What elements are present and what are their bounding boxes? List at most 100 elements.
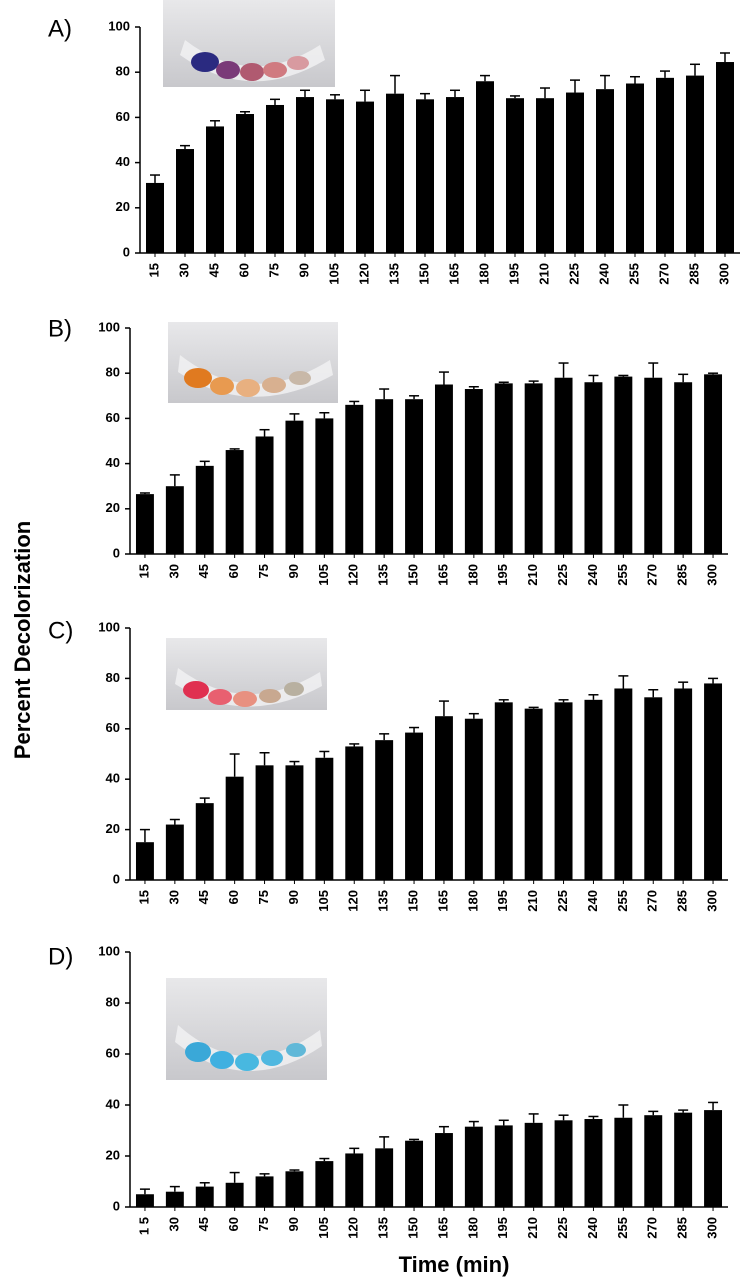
y-tick-label: 80 — [106, 670, 120, 685]
bar — [686, 75, 704, 253]
x-tick-label: 255 — [615, 890, 630, 912]
bar — [674, 382, 693, 554]
bar — [375, 740, 394, 880]
bar — [296, 97, 314, 253]
x-tick-label: 150 — [405, 890, 420, 912]
x-tick-label: 225 — [555, 564, 570, 586]
bar — [494, 702, 513, 880]
bar — [566, 92, 584, 253]
bar — [464, 1126, 483, 1207]
bar — [644, 697, 663, 880]
x-tick-label: 195 — [495, 564, 510, 586]
y-tick-label: 80 — [116, 64, 130, 79]
x-tick-label: 285 — [675, 890, 690, 912]
bar — [285, 765, 304, 880]
y-tick-label: 20 — [106, 1147, 120, 1162]
x-tick-label: 150 — [416, 263, 431, 285]
bar — [206, 126, 224, 253]
y-tick-label: 0 — [113, 871, 120, 886]
x-tick-label: 60 — [226, 890, 241, 904]
x-tick-label: 75 — [256, 1217, 271, 1231]
bar — [386, 93, 404, 253]
x-tick-label: 180 — [465, 1217, 480, 1239]
bar — [135, 494, 154, 554]
y-tick-label: 60 — [106, 410, 120, 425]
x-tick-label: 135 — [386, 263, 401, 285]
x-tick-label: 15 — [136, 890, 151, 904]
x-tick-label: 240 — [585, 564, 600, 586]
bar — [464, 389, 483, 554]
x-tick-label: 45 — [196, 890, 211, 904]
y-tick-label: 20 — [116, 199, 130, 214]
bar — [255, 436, 274, 554]
bar — [236, 114, 254, 253]
x-tick-label: 45 — [196, 564, 211, 578]
x-tick-label: 30 — [166, 564, 181, 578]
bar — [434, 1133, 453, 1207]
bar — [524, 1122, 543, 1207]
bar — [375, 399, 394, 554]
y-tick-label: 60 — [106, 720, 120, 735]
x-tick-label: 15 — [136, 564, 151, 578]
x-tick-label: 105 — [326, 263, 341, 285]
x-tick-label: 135 — [376, 1217, 391, 1239]
bar — [315, 757, 334, 880]
bar — [165, 1191, 184, 1207]
y-axis-label: Percent Decolorization — [10, 521, 35, 759]
x-tick-label: 210 — [525, 1217, 540, 1239]
x-tick-label: 105 — [316, 890, 331, 912]
x-tick-label: 195 — [495, 890, 510, 912]
x-tick-label: 285 — [675, 1217, 690, 1239]
x-tick-label: 180 — [476, 263, 491, 285]
x-tick-label: 240 — [596, 263, 611, 285]
bar — [195, 1186, 214, 1207]
x-tick-label: 210 — [536, 263, 551, 285]
x-tick-label: 270 — [645, 1217, 660, 1239]
x-axis-label: Time (min) — [399, 1252, 510, 1277]
bar — [554, 702, 573, 880]
bar — [704, 683, 723, 880]
x-tick-label: 90 — [286, 890, 301, 904]
x-tick-label: 165 — [435, 1217, 450, 1239]
bar — [596, 89, 614, 254]
bar — [345, 1153, 364, 1207]
x-tick-label: 60 — [226, 564, 241, 578]
x-tick-label: 60 — [236, 263, 251, 277]
x-tick-label: 75 — [266, 263, 281, 277]
bar — [674, 1112, 693, 1207]
bar — [434, 384, 453, 554]
x-tick-label: 150 — [405, 564, 420, 586]
x-tick-label: 120 — [346, 564, 361, 586]
bar — [584, 699, 603, 880]
photo-d — [166, 978, 327, 1080]
x-tick-label: 255 — [615, 564, 630, 586]
x-tick-label: 270 — [656, 263, 671, 285]
x-tick-label: 270 — [645, 890, 660, 912]
x-tick-label: 225 — [566, 263, 581, 285]
x-tick-label: 255 — [626, 263, 641, 285]
y-tick-label: 100 — [98, 943, 120, 958]
bar — [536, 98, 554, 253]
x-tick-label: 120 — [356, 263, 371, 285]
bar — [626, 83, 644, 253]
bar — [135, 842, 154, 880]
x-tick-label: 210 — [525, 890, 540, 912]
x-tick-label: 240 — [585, 1217, 600, 1239]
bar — [644, 1115, 663, 1207]
y-tick-label: 100 — [108, 18, 130, 33]
bar — [494, 383, 513, 554]
x-tick-label: 285 — [686, 263, 701, 285]
x-tick-label: 45 — [196, 1217, 211, 1231]
bar — [195, 803, 214, 880]
x-tick-label: 195 — [506, 263, 521, 285]
bar — [315, 1161, 334, 1207]
x-tick-label: 300 — [704, 564, 719, 586]
bar — [494, 1125, 513, 1207]
bar — [315, 418, 334, 554]
bar — [614, 376, 633, 554]
bar — [446, 97, 464, 253]
y-tick-label: 100 — [98, 319, 120, 334]
bar — [195, 465, 214, 554]
bar — [345, 404, 364, 554]
